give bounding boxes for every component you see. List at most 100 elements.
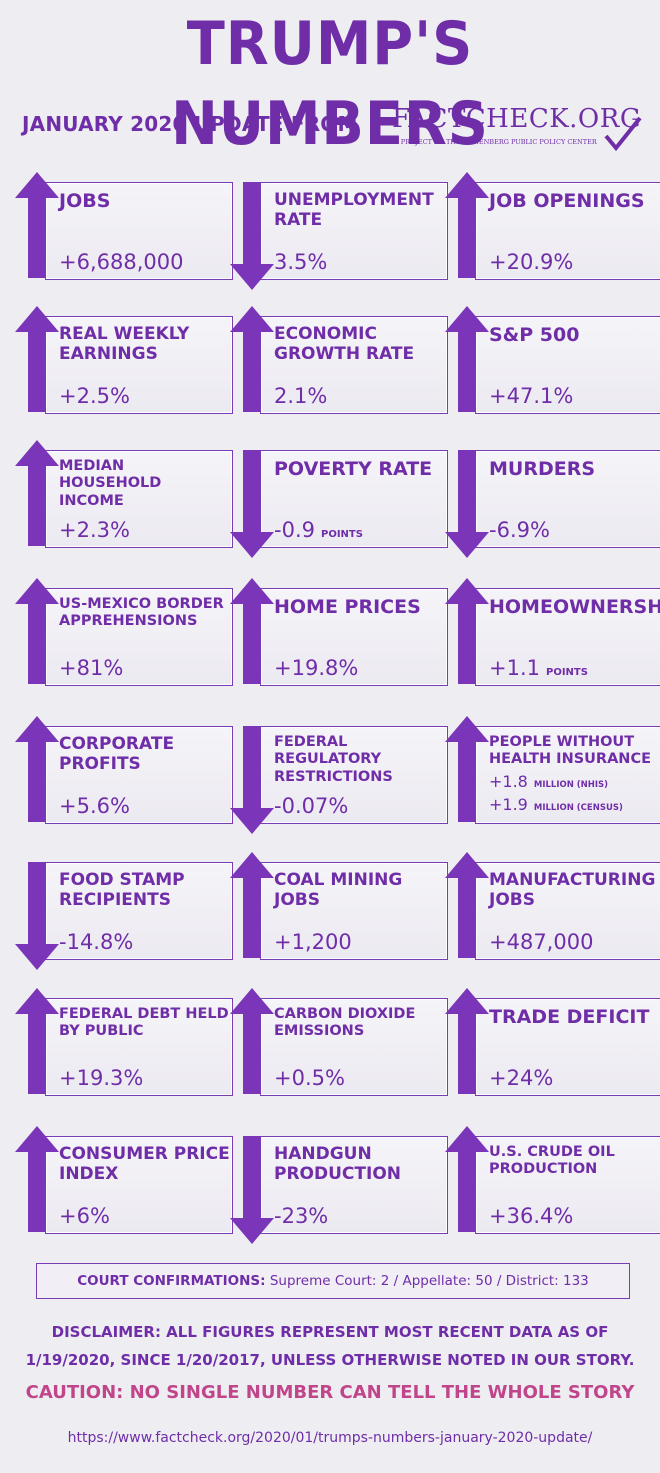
metric-box	[475, 1136, 660, 1234]
metric-value-number: +1.8	[489, 772, 528, 791]
metric-value-number: +6,688,000	[59, 250, 184, 274]
metric-value: +1.1 POINTS	[489, 656, 588, 680]
subtitle: JANUARY 2020 UPDATE FROM	[22, 112, 358, 136]
arrow-up-icon	[15, 172, 59, 278]
metric-value-number: +6%	[59, 1204, 110, 1228]
arrow-down-icon	[230, 182, 274, 290]
metric-box	[475, 450, 660, 548]
metric-box	[475, 998, 660, 1096]
metric-box	[260, 182, 448, 280]
metric-card: HOME PRICES +19.8%	[230, 578, 448, 688]
metric-value-number: -0.9	[274, 518, 315, 542]
metric-unit: MILLION (NHIS)	[533, 780, 609, 790]
metric-label: COAL MINING JOBS	[274, 870, 403, 911]
metric-value: -14.8%	[59, 930, 133, 954]
metric-card: COAL MINING JOBS +1,200	[230, 852, 448, 962]
checkmark-icon	[604, 116, 642, 152]
metric-box	[475, 182, 660, 280]
arrow-up-icon	[15, 716, 59, 822]
metric-value: +0.5%	[274, 1066, 345, 1090]
arrow-down-icon	[230, 726, 274, 834]
metric-label: ECONOMIC GROWTH RATE	[274, 324, 415, 365]
metric-value-number: -0.07%	[274, 794, 349, 818]
metric-value: +24%	[489, 1066, 553, 1090]
disclaimer: DISCLAIMER: ALL FIGURES REPRESENT MOST R…	[25, 1323, 635, 1369]
metric-value: +1.8 MILLION (NHIS) +1.9 MILLION (CENSUS)	[489, 772, 623, 818]
metric-box	[45, 998, 233, 1096]
metric-box	[260, 1136, 448, 1234]
metric-value: 3.5%	[274, 250, 327, 274]
metric-value-number: +20.9%	[489, 250, 574, 274]
metric-value-number: -14.8%	[59, 930, 134, 954]
arrow-up-icon	[445, 716, 489, 822]
metric-box	[45, 450, 233, 548]
metric-value: +2.3%	[59, 518, 130, 542]
metric-card: FEDERAL DEBT HELD BY PUBLIC +19.3%	[15, 988, 233, 1098]
metric-box	[45, 862, 233, 960]
metric-value-number: +24%	[489, 1066, 554, 1090]
metric-value: +5.6%	[59, 794, 130, 818]
metric-label: CARBON DIOXIDE EMISSIONS	[274, 1006, 416, 1040]
metric-value: +19.3%	[59, 1066, 143, 1090]
metric-card: CARBON DIOXIDE EMISSIONS +0.5%	[230, 988, 448, 1098]
source-url[interactable]: https://www.factcheck.org/2020/01/trumps…	[67, 1430, 593, 1446]
metric-value-number: +5.6%	[59, 794, 130, 818]
metric-label: POVERTY RATE	[274, 458, 433, 480]
metric-card: ECONOMIC GROWTH RATE 2.1%	[230, 306, 448, 416]
arrow-down-icon	[15, 862, 59, 970]
arrow-up-icon	[230, 988, 274, 1094]
court-confirmations: COURT CONFIRMATIONS: Supreme Court: 2 / …	[36, 1263, 630, 1299]
metric-value: +47.1%	[489, 384, 573, 408]
metric-value-number: 3.5%	[274, 250, 328, 274]
metric-value-number: +1.9	[489, 795, 528, 814]
metric-card: FOOD STAMP RECIPIENTS -14.8%	[15, 852, 233, 970]
arrow-down-icon	[230, 450, 274, 558]
metric-label: TRADE DEFICIT	[489, 1006, 650, 1028]
arrow-down-icon	[230, 1136, 274, 1244]
metric-box	[475, 316, 660, 414]
metric-label: JOBS	[59, 190, 111, 212]
arrow-down-icon	[445, 450, 489, 558]
metric-value-number: +2.3%	[59, 518, 130, 542]
metric-card: MURDERS -6.9%	[445, 440, 660, 558]
metric-value-number: +1.1	[489, 656, 540, 680]
metric-card: TRADE DEFICIT +24%	[445, 988, 660, 1098]
metric-card: POVERTY RATE -0.9 POINTS	[230, 440, 448, 558]
metric-box	[45, 726, 233, 824]
metric-label: JOB OPENINGS	[489, 190, 645, 212]
arrow-up-icon	[230, 852, 274, 958]
metric-label: US-MEXICO BORDER APPREHENSIONS	[59, 596, 224, 630]
metric-box	[260, 316, 448, 414]
metric-card: MEDIAN HOUSEHOLD INCOME +2.3%	[15, 440, 233, 550]
metric-card: PEOPLE WITHOUT HEALTH INSURANCE +1.8 MILLI…	[445, 716, 660, 826]
arrow-up-icon	[445, 306, 489, 412]
metric-value: +19.8%	[274, 656, 358, 680]
metric-label: U.S. CRUDE OIL PRODUCTION	[489, 1144, 615, 1178]
metric-unit: POINTS	[546, 667, 588, 678]
logo-tagline: A PROJECT OF THE ANNENBERG PUBLIC POLICY…	[394, 138, 597, 146]
metric-value: 2.1%	[274, 384, 327, 408]
metric-label: UNEMPLOYMENT RATE	[274, 190, 434, 231]
metric-box	[260, 450, 448, 548]
caution-note: CAUTION: NO SINGLE NUMBER CAN TELL THE W…	[25, 1382, 635, 1403]
metric-value: -6.9%	[489, 518, 550, 542]
metric-value: -0.07%	[274, 794, 348, 818]
metric-label: CORPORATE PROFITS	[59, 734, 175, 775]
metric-value-number: +19.3%	[59, 1066, 144, 1090]
metric-card: JOB OPENINGS +20.9%	[445, 172, 660, 282]
metric-box	[260, 862, 448, 960]
metric-box	[260, 726, 448, 824]
metric-label: FOOD STAMP RECIPIENTS	[59, 870, 185, 911]
metric-card: FEDERAL REGULATORY RESTRICTIONS -0.07%	[230, 716, 448, 834]
metric-label: REAL WEEKLY EARNINGS	[59, 324, 190, 365]
metric-label: HOMEOWNERSHIP	[489, 596, 660, 618]
arrow-up-icon	[445, 578, 489, 684]
arrow-up-icon	[445, 172, 489, 278]
metric-card: CONSUMER PRICE INDEX +6%	[15, 1126, 233, 1236]
metric-value: -0.9 POINTS	[274, 518, 363, 542]
metric-box	[45, 182, 233, 280]
arrow-up-icon	[15, 578, 59, 684]
factcheck-logo[interactable]: FACTCHECK.ORG A PROJECT OF THE ANNENBERG…	[392, 104, 642, 154]
arrow-up-icon	[445, 988, 489, 1094]
metric-label: S&P 500	[489, 324, 580, 346]
